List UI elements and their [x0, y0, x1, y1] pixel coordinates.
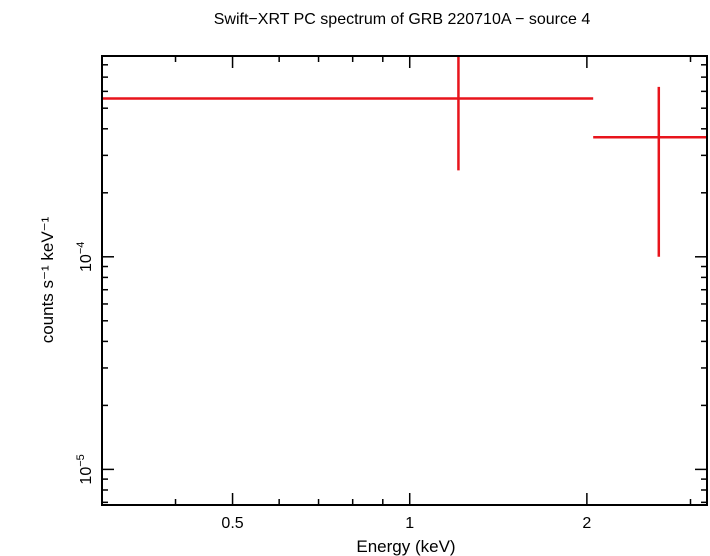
x-tick-label: 0.5 — [221, 515, 243, 532]
y-tick-label: 10−5 — [75, 454, 95, 484]
axis-ticks — [101, 56, 707, 505]
x-axis-label: Energy (keV) — [356, 537, 455, 556]
plot-frame — [101, 55, 708, 506]
data-points — [102, 56, 707, 257]
tick-labels: 0.5 1 2 10−5 10−4 — [75, 242, 591, 532]
y-axis-label: counts s⁻¹ keV⁻¹ — [38, 216, 57, 343]
x-tick-label: 1 — [405, 515, 414, 532]
chart-title: Swift−XRT PC spectrum of GRB 220710A − s… — [214, 11, 591, 28]
y-tick-label: 10−4 — [75, 242, 95, 272]
x-tick-label: 2 — [582, 515, 591, 532]
